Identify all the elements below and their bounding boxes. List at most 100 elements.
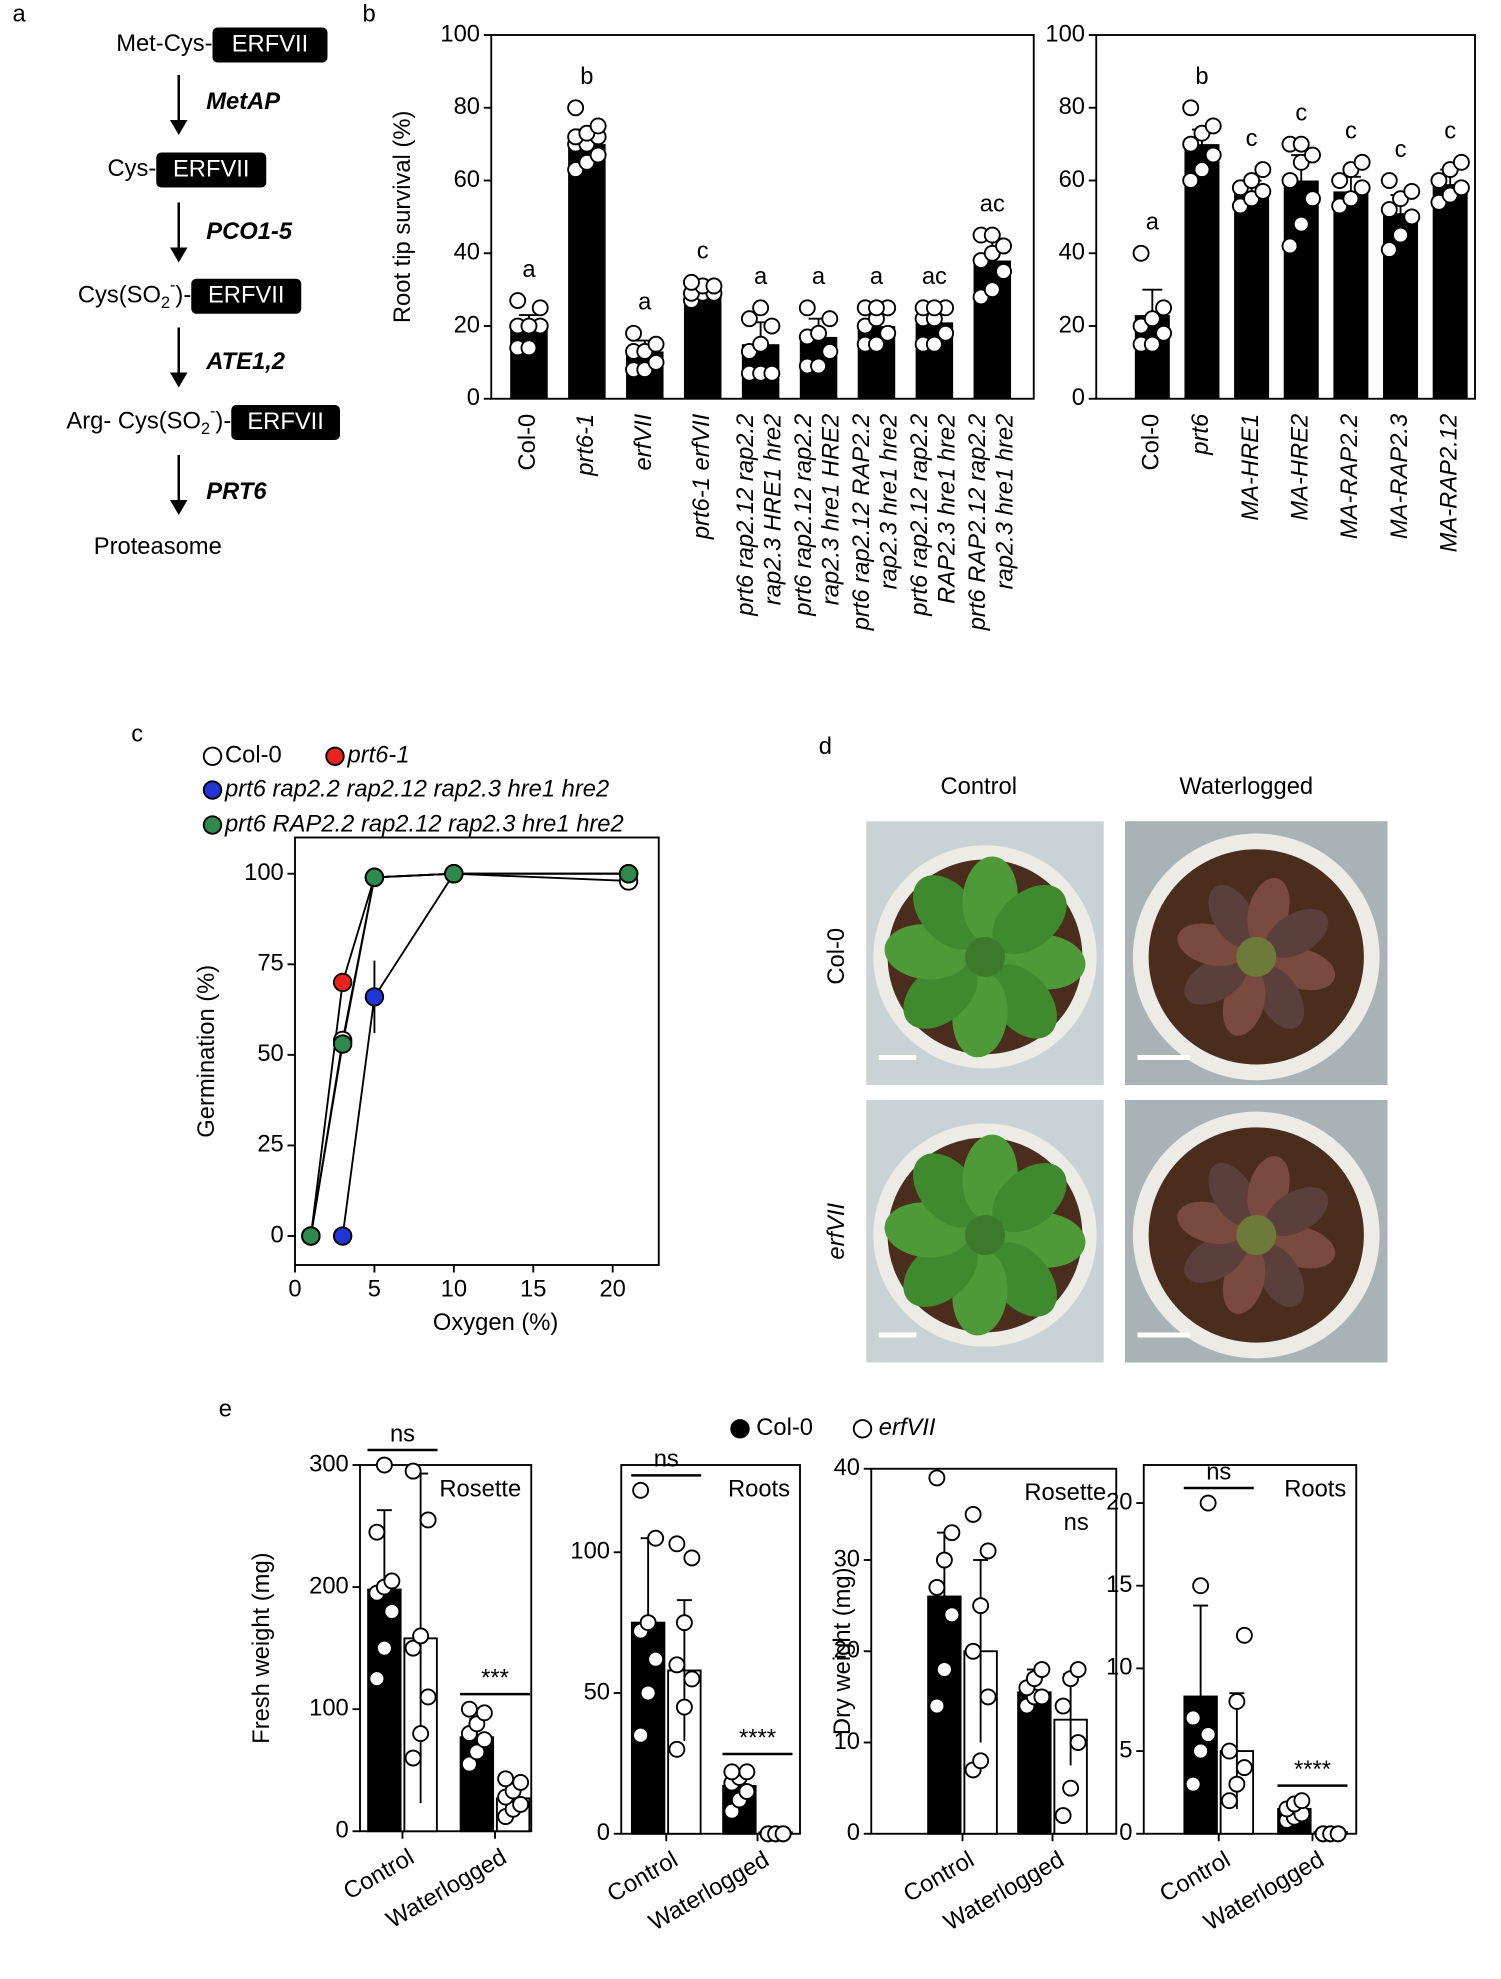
data-point	[668, 1656, 686, 1674]
data-point	[460, 1755, 478, 1773]
prefix-part: -	[170, 277, 175, 295]
arrow-head	[170, 247, 188, 263]
data-point	[497, 1770, 515, 1788]
y-tick-label: 50	[584, 1678, 610, 1705]
x-tick-label: prt6 rap2.12 rap2.2	[906, 414, 933, 617]
data-point	[925, 299, 943, 317]
y-tick-label: 0	[1072, 384, 1085, 411]
leaf	[1255, 1244, 1305, 1307]
prefix-part: Cys(SO	[78, 282, 161, 309]
data-point	[943, 1606, 961, 1624]
data-point	[964, 1642, 982, 1660]
data-point	[668, 1535, 686, 1553]
significance-letter: a	[638, 289, 652, 316]
data-point	[1304, 190, 1321, 208]
step-prefix: Arg- Cys(SO2-)-	[66, 403, 231, 438]
data-point	[868, 335, 885, 353]
x-tick-label: 0	[288, 1275, 301, 1302]
y-tick-label: 25	[257, 1131, 283, 1158]
arrow-head	[170, 500, 188, 516]
x-tick-label: MA-RAP2.3	[1386, 414, 1413, 539]
y-tick-label: 20	[1059, 311, 1085, 338]
data-point	[964, 1505, 982, 1523]
significance-letter: c	[1295, 99, 1307, 126]
x-tick-label: rap2.3 hre1 hre2	[875, 414, 902, 590]
data-point	[979, 1542, 997, 1560]
rosette-center	[964, 936, 1005, 977]
panel-note: ns	[1064, 1509, 1089, 1536]
data-point	[1235, 1759, 1253, 1777]
data-point	[589, 117, 607, 135]
data-point	[1392, 226, 1409, 244]
x-tick-label: 20	[599, 1275, 625, 1302]
data-point	[404, 1639, 422, 1657]
significance-label: ns	[390, 1420, 415, 1447]
data-point	[1304, 146, 1321, 164]
data-point	[935, 1661, 953, 1678]
significance-letter: ac	[980, 190, 1005, 217]
legend-marker	[202, 746, 223, 766]
data-point	[1182, 135, 1200, 153]
prefix-part: Arg- Cys(SO	[66, 408, 201, 435]
significance-label: ***	[481, 1664, 509, 1691]
prefix-part: )-	[175, 282, 191, 309]
leaf	[1184, 1234, 1248, 1283]
panel-title: Roots	[728, 1475, 790, 1502]
data-point	[531, 299, 549, 317]
data-point	[1452, 179, 1470, 197]
legend-label: Col-0	[225, 742, 282, 769]
data-point	[1220, 1742, 1238, 1760]
data-point	[943, 1524, 961, 1542]
data-point	[1182, 99, 1200, 117]
data-point	[475, 1731, 493, 1749]
row-label: erfVII	[823, 1202, 850, 1259]
leaf	[1184, 955, 1248, 1005]
data-point	[810, 324, 827, 342]
y-tick-label: 5	[1119, 1736, 1132, 1763]
data-point	[937, 324, 955, 342]
data-point	[972, 1752, 990, 1770]
rosette-center	[1236, 1215, 1277, 1255]
data-point	[1132, 244, 1150, 262]
panel-label: b	[363, 0, 376, 27]
arrow-head	[170, 120, 188, 136]
data-point	[774, 1825, 792, 1843]
step-prefix: Cys-	[107, 155, 156, 182]
x-tick-label: rap2.3 hre1 hre2	[991, 414, 1018, 590]
data-point	[740, 310, 758, 328]
data-point	[935, 1551, 953, 1569]
bar	[1283, 180, 1319, 399]
x-tick-label: rap2.3 HRE1 hre2	[760, 414, 787, 605]
data-point	[683, 273, 700, 291]
legend-marker	[202, 780, 223, 800]
data-point	[1292, 215, 1310, 233]
data-point	[1192, 1742, 1210, 1760]
data-point	[618, 864, 639, 884]
data-point	[647, 353, 665, 371]
data-point	[1204, 146, 1222, 164]
data-point	[1054, 1807, 1072, 1824]
data-point	[1235, 1626, 1253, 1644]
data-point	[1331, 172, 1349, 189]
data-point	[995, 263, 1012, 280]
data-point	[1155, 324, 1173, 342]
significance-label: ns	[1206, 1458, 1231, 1485]
data-point	[460, 1700, 478, 1718]
plot-frame	[359, 1464, 533, 1833]
data-point	[647, 1650, 665, 1668]
significance-label: ****	[1294, 1756, 1331, 1783]
data-point	[1155, 299, 1173, 317]
y-tick-label: 50	[257, 1040, 283, 1067]
legend-label: erfVII	[879, 1414, 936, 1441]
data-point	[810, 357, 827, 375]
y-tick-label: 20	[1106, 1488, 1132, 1515]
bar	[683, 293, 722, 399]
leaf	[992, 884, 1067, 955]
data-point	[332, 1034, 353, 1054]
data-point	[723, 1763, 741, 1781]
data-point	[332, 972, 353, 993]
data-point	[1342, 190, 1360, 208]
data-point	[632, 1481, 650, 1499]
y-axis-label: Root tip survival (%)	[389, 111, 416, 324]
